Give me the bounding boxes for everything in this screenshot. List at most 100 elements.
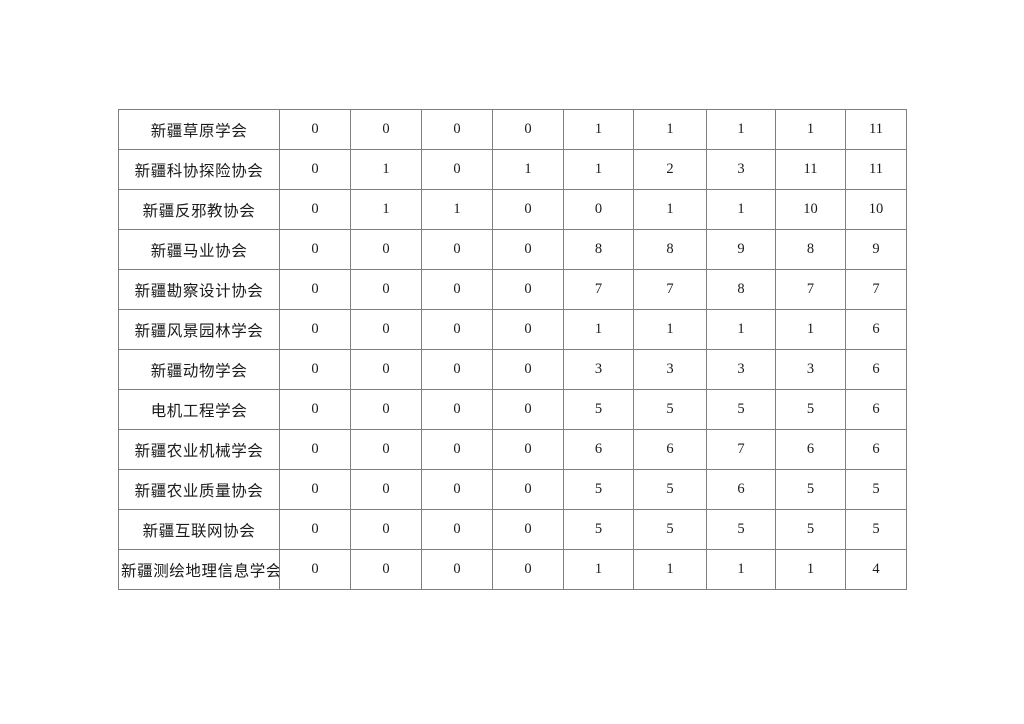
table-row: 新疆草原学会 0 0 0 0 1 1 1 1 11 xyxy=(118,109,907,150)
row-label: 新疆草原学会 xyxy=(118,109,280,150)
cell-value: 1 xyxy=(633,189,707,230)
row-label: 新疆马业协会 xyxy=(118,229,280,270)
cell-value: 0 xyxy=(279,469,351,510)
cell-value: 5 xyxy=(633,509,707,550)
cell-value: 6 xyxy=(563,429,634,470)
row-label: 新疆农业机械学会 xyxy=(118,429,280,470)
cell-value: 5 xyxy=(633,469,707,510)
cell-value: 0 xyxy=(350,309,422,350)
cell-value: 0 xyxy=(421,309,493,350)
cell-value: 11 xyxy=(845,149,907,190)
row-label: 电机工程学会 xyxy=(118,389,280,430)
cell-value: 0 xyxy=(492,109,564,150)
cell-value: 1 xyxy=(633,309,707,350)
cell-value: 3 xyxy=(633,349,707,390)
cell-value: 9 xyxy=(706,229,776,270)
table-row: 新疆反邪教协会 0 1 1 0 0 1 1 10 10 xyxy=(118,189,907,230)
cell-value: 0 xyxy=(279,189,351,230)
row-label: 新疆反邪教协会 xyxy=(118,189,280,230)
cell-value: 5 xyxy=(706,389,776,430)
cell-value: 11 xyxy=(845,109,907,150)
cell-value: 5 xyxy=(563,389,634,430)
table-row: 新疆科协探险协会 0 1 0 1 1 2 3 11 11 xyxy=(118,149,907,190)
cell-value: 0 xyxy=(421,109,493,150)
cell-value: 0 xyxy=(421,389,493,430)
cell-value: 1 xyxy=(350,189,422,230)
cell-value: 0 xyxy=(350,349,422,390)
cell-value: 1 xyxy=(706,109,776,150)
cell-value: 1 xyxy=(563,149,634,190)
cell-value: 1 xyxy=(775,309,846,350)
cell-value: 1 xyxy=(350,149,422,190)
table-row: 新疆风景园林学会 0 0 0 0 1 1 1 1 6 xyxy=(118,309,907,350)
cell-value: 1 xyxy=(633,109,707,150)
cell-value: 1 xyxy=(775,549,846,590)
cell-value: 1 xyxy=(633,549,707,590)
cell-value: 8 xyxy=(706,269,776,310)
cell-value: 6 xyxy=(845,309,907,350)
cell-value: 0 xyxy=(421,429,493,470)
cell-value: 0 xyxy=(563,189,634,230)
cell-value: 5 xyxy=(775,389,846,430)
table-row: 新疆动物学会 0 0 0 0 3 3 3 3 6 xyxy=(118,349,907,390)
cell-value: 0 xyxy=(350,269,422,310)
cell-value: 0 xyxy=(279,149,351,190)
cell-value: 6 xyxy=(845,349,907,390)
table-row: 新疆勘察设计协会 0 0 0 0 7 7 8 7 7 xyxy=(118,269,907,310)
cell-value: 1 xyxy=(563,309,634,350)
cell-value: 8 xyxy=(775,229,846,270)
cell-value: 10 xyxy=(775,189,846,230)
table-body: 新疆草原学会 0 0 0 0 1 1 1 1 11 新疆科协探险协会 0 1 0… xyxy=(118,109,907,590)
cell-value: 5 xyxy=(706,509,776,550)
cell-value: 8 xyxy=(563,229,634,270)
cell-value: 1 xyxy=(563,109,634,150)
row-label: 新疆测绘地理信息学会 xyxy=(118,549,280,590)
cell-value: 0 xyxy=(492,549,564,590)
cell-value: 6 xyxy=(775,429,846,470)
row-label: 新疆风景园林学会 xyxy=(118,309,280,350)
cell-value: 0 xyxy=(421,509,493,550)
row-label: 新疆互联网协会 xyxy=(118,509,280,550)
cell-value: 0 xyxy=(350,109,422,150)
cell-value: 3 xyxy=(706,149,776,190)
cell-value: 0 xyxy=(492,189,564,230)
cell-value: 1 xyxy=(421,189,493,230)
cell-value: 0 xyxy=(279,509,351,550)
table-row: 新疆测绘地理信息学会 0 0 0 0 1 1 1 1 4 xyxy=(118,549,907,590)
cell-value: 0 xyxy=(279,269,351,310)
cell-value: 5 xyxy=(633,389,707,430)
cell-value: 5 xyxy=(775,509,846,550)
row-label: 新疆科协探险协会 xyxy=(118,149,280,190)
cell-value: 0 xyxy=(279,549,351,590)
table-row: 新疆农业机械学会 0 0 0 0 6 6 7 6 6 xyxy=(118,429,907,470)
cell-value: 0 xyxy=(350,429,422,470)
cell-value: 11 xyxy=(775,149,846,190)
cell-value: 6 xyxy=(845,429,907,470)
cell-value: 0 xyxy=(492,229,564,270)
cell-value: 7 xyxy=(706,429,776,470)
cell-value: 1 xyxy=(706,309,776,350)
cell-value: 0 xyxy=(350,509,422,550)
cell-value: 9 xyxy=(845,229,907,270)
cell-value: 0 xyxy=(492,349,564,390)
cell-value: 0 xyxy=(350,549,422,590)
cell-value: 0 xyxy=(350,389,422,430)
cell-value: 0 xyxy=(492,509,564,550)
cell-value: 0 xyxy=(492,389,564,430)
cell-value: 0 xyxy=(421,549,493,590)
cell-value: 0 xyxy=(350,469,422,510)
cell-value: 8 xyxy=(633,229,707,270)
cell-value: 0 xyxy=(492,469,564,510)
cell-value: 1 xyxy=(775,109,846,150)
cell-value: 5 xyxy=(845,469,907,510)
cell-value: 6 xyxy=(706,469,776,510)
table-row: 新疆马业协会 0 0 0 0 8 8 9 8 9 xyxy=(118,229,907,270)
cell-value: 0 xyxy=(279,349,351,390)
cell-value: 1 xyxy=(492,149,564,190)
cell-value: 0 xyxy=(421,469,493,510)
cell-value: 6 xyxy=(845,389,907,430)
cell-value: 7 xyxy=(775,269,846,310)
cell-value: 10 xyxy=(845,189,907,230)
cell-value: 0 xyxy=(279,229,351,270)
